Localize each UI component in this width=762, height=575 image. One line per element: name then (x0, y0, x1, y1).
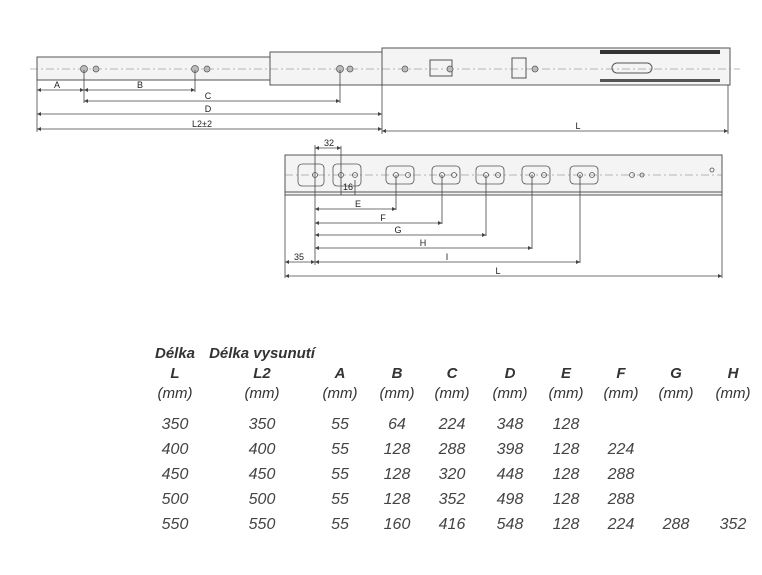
dim-label-b: B (137, 80, 143, 90)
table-cell: 348 (497, 416, 524, 433)
table-cell: 128 (384, 441, 411, 458)
table-cell: 450 (162, 466, 189, 483)
header-unit: (mm) (493, 385, 528, 402)
table-cell: 320 (439, 466, 466, 483)
dim-label-l: L (575, 121, 580, 131)
dim-label-e: E (355, 199, 361, 209)
header-unit: (mm) (435, 385, 470, 402)
bottom-rail-drawing: 32 16 E F G H I 35 L (284, 138, 723, 278)
table-cell: 128 (384, 491, 411, 508)
dim-label-35: 35 (294, 252, 304, 262)
table-cell: 64 (388, 416, 406, 433)
middle-rail (269, 51, 383, 86)
header-symbol: C (447, 365, 459, 382)
dim-label-g: G (394, 225, 401, 235)
table-cell: 450 (249, 466, 276, 483)
table-cell: 498 (497, 491, 524, 508)
table-cell: 128 (553, 466, 580, 483)
header-unit: (mm) (158, 385, 193, 402)
dim-label-32: 32 (324, 138, 334, 148)
table-cell: 352 (720, 516, 747, 533)
table-cell: 128 (553, 516, 580, 533)
table-cell: 288 (607, 491, 635, 508)
table-cell: 548 (497, 516, 524, 533)
table-cell: 550 (162, 516, 189, 533)
dim-label-h: H (420, 238, 427, 248)
header-unit: (mm) (659, 385, 694, 402)
table-cell: 400 (249, 441, 276, 458)
dim-label-i: I (446, 252, 449, 262)
header-symbol: B (392, 365, 403, 382)
table-cell: 350 (162, 416, 189, 433)
table-cell: 500 (249, 491, 276, 508)
table-cell: 128 (553, 491, 580, 508)
header-symbol: G (670, 365, 682, 382)
table-cell: 550 (249, 516, 276, 533)
table-cell: 224 (607, 516, 635, 533)
top-slide-drawing: A B C D L2±2 L (30, 47, 740, 134)
header-title: Délka (155, 345, 195, 362)
table-cell: 288 (662, 516, 690, 533)
table-cell: 55 (331, 466, 349, 483)
header-symbol: A (334, 365, 346, 382)
dim-label-l2: L2±2 (192, 119, 212, 129)
header-symbol: L (170, 365, 179, 382)
dim-label-16: 16 (343, 182, 353, 192)
header-symbol: E (561, 365, 572, 382)
header-symbol: H (728, 365, 740, 382)
table-cell: 224 (607, 441, 635, 458)
dim-label-f: F (380, 213, 386, 223)
table-cell: 224 (438, 416, 466, 433)
header-unit: (mm) (245, 385, 280, 402)
table-cell: 55 (331, 416, 349, 433)
table-cell: 160 (384, 516, 411, 533)
table-cell: 55 (331, 516, 349, 533)
table-cell: 128 (384, 466, 411, 483)
dimensions-table: Délka L (mm) Délka vysunutí L2 (mm) A (mm) B (mm)… (155, 345, 751, 533)
table-cell: 398 (497, 441, 524, 458)
table-cell: 288 (607, 466, 635, 483)
header-unit: (mm) (380, 385, 415, 402)
table-cell: 55 (331, 491, 349, 508)
table-cell: 448 (497, 466, 524, 483)
header-symbol: L2 (253, 365, 271, 382)
table-cell: 128 (553, 441, 580, 458)
header-unit: (mm) (323, 385, 358, 402)
table-cell: 128 (553, 416, 580, 433)
outer-rail (381, 47, 731, 86)
header-unit: (mm) (604, 385, 639, 402)
dim-label-c: C (205, 91, 212, 101)
dim-label-d: D (205, 104, 212, 114)
table-cell: 55 (331, 441, 349, 458)
header-unit: (mm) (716, 385, 751, 402)
table-cell: 288 (438, 441, 466, 458)
table-cell: 416 (439, 516, 466, 533)
table-cell: 400 (162, 441, 189, 458)
table-cell: 352 (439, 491, 466, 508)
header-title: Délka vysunutí (209, 345, 317, 362)
table-cell: 500 (162, 491, 189, 508)
header-unit: (mm) (549, 385, 584, 402)
header-symbol: F (616, 365, 626, 382)
dim-label-l: L (495, 266, 500, 276)
header-symbol: D (505, 365, 516, 382)
table-cell: 350 (249, 416, 276, 433)
dim-label-a: A (54, 80, 60, 90)
